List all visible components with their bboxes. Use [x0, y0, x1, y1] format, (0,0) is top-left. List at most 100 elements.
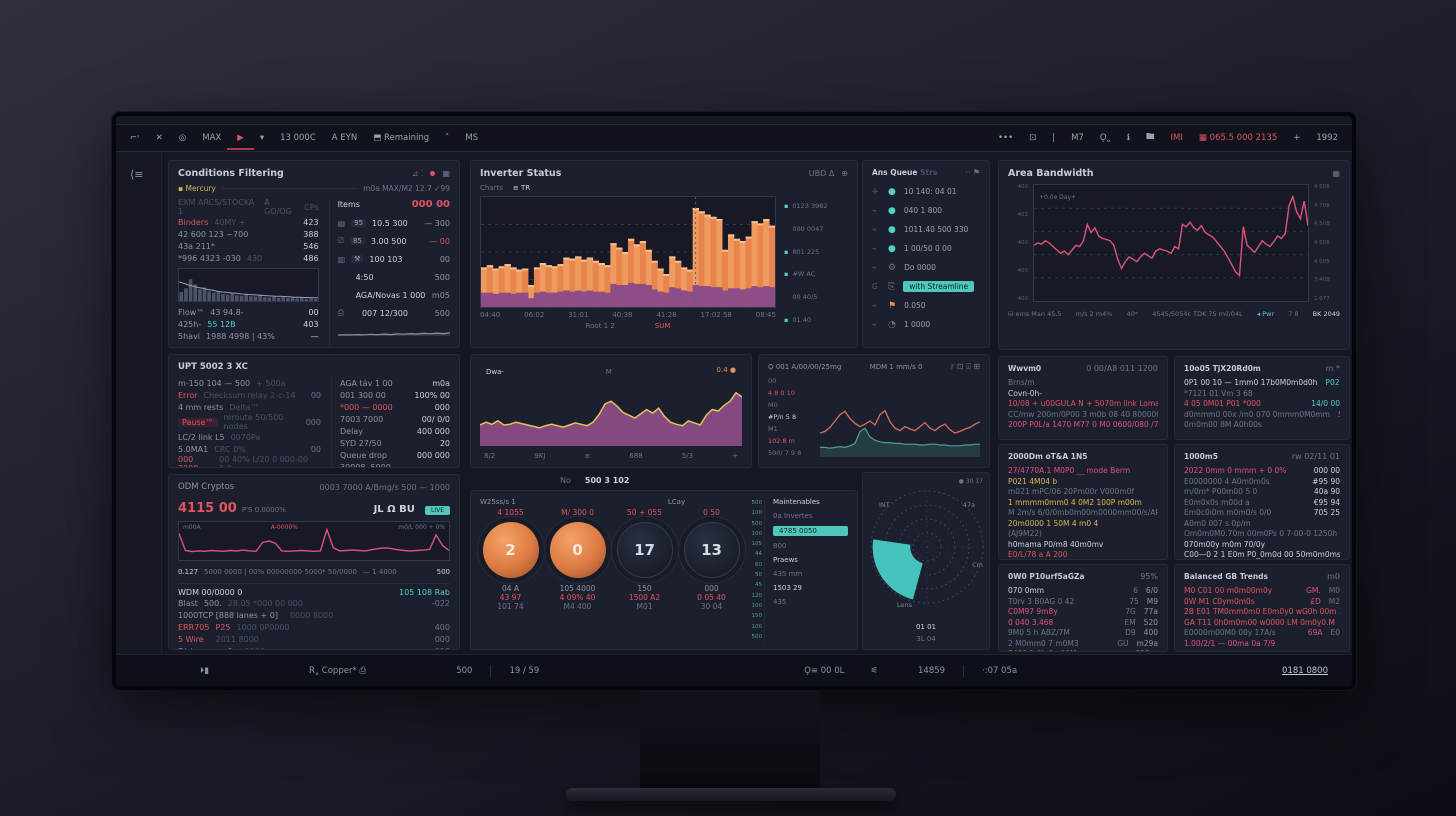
side-list-item[interactable]: 435 mm	[773, 570, 803, 578]
table-row[interactable]: 5.0MA1 CRC 0% 00	[178, 443, 321, 455]
table-row[interactable]: 5 Wire 2011 8000 000	[178, 633, 450, 645]
divider[interactable]: |	[1052, 133, 1056, 143]
alarm-label[interactable]: IMI	[1170, 133, 1183, 143]
table-row[interactable]: Error Checksum relay 2-c-14 00	[178, 389, 321, 401]
table-row[interactable]: *996 4323 -030 430 486	[178, 252, 319, 264]
mode-label[interactable]: A EYN	[331, 133, 358, 143]
reading-label[interactable]: 13 000C	[280, 133, 316, 143]
build-label[interactable]: 1992	[1316, 133, 1338, 143]
side-list-item[interactable]: 1503 29	[773, 584, 802, 592]
calendar-icon[interactable]: ▦	[1332, 169, 1340, 178]
table-row[interactable]: Binders 40MY + 423	[178, 216, 319, 228]
gauge-dial[interactable]: 2	[482, 522, 539, 578]
expand-icon[interactable]: ⊕	[841, 169, 848, 178]
footer-item[interactable]: m/s 2 m4%	[1075, 310, 1113, 318]
list-item[interactable]: ⎙ 007 12/300 500	[338, 304, 450, 322]
dropdown-icon[interactable]: ▾	[259, 133, 265, 143]
table-row[interactable]: Pause™ reroute 50/500 nodes 000	[178, 413, 321, 431]
info-icon[interactable]: ℹ	[1126, 133, 1131, 143]
collapse-sidebar-icon[interactable]: ⟨≡	[130, 168, 144, 181]
close-icon[interactable]: ✕	[155, 133, 163, 143]
dual-corner-icons[interactable]: r ⊡ ⍗ ⊞	[950, 362, 980, 371]
footer-item[interactable]: BK 2049	[1312, 310, 1340, 318]
gauge-dial[interactable]: 13	[683, 522, 740, 578]
tab-charts[interactable]: Charts	[480, 184, 503, 192]
side-list-item[interactable]: 0a Invertes	[773, 512, 813, 520]
gauge-dial[interactable]: 17	[616, 522, 673, 578]
list-item[interactable]: ⌁ ● 1 00/50 0 00	[872, 239, 980, 258]
list-item[interactable]: ✛ ● 10 140: 04 01	[872, 182, 980, 201]
play-icon[interactable]: ▶	[227, 133, 253, 150]
list-item[interactable]: ⌁ ⚑ 0.050	[872, 296, 980, 315]
queue-indicator[interactable]: Ǫ≡ 00 0L	[804, 665, 845, 676]
list-item[interactable]: ⎚ 85 3.00 500 — 00	[338, 232, 450, 250]
side-list-item[interactable]: 435	[773, 598, 787, 606]
record-icon[interactable]: ◎	[178, 133, 187, 143]
resize-icon[interactable]: ⊿ ⁚	[411, 169, 424, 178]
table-row[interactable]: AGA táv 1 00 m0a	[340, 377, 450, 389]
table-row[interactable]: 4 mm rests Delta™	[178, 401, 321, 413]
run-indicator[interactable]: ⏵▮	[200, 665, 209, 676]
clock-label[interactable]: 0181 0800	[1282, 665, 1328, 676]
table-row[interactable]: 43a 211* 546	[178, 240, 319, 252]
table-row[interactable]: 1000TCP [888 lanes + 0] 0000 8000	[178, 609, 450, 621]
side-list-item[interactable]: Maintenables	[773, 498, 820, 506]
side-list-item[interactable]: 800	[773, 542, 787, 550]
table-row[interactable]: Flow™ 43 94.8- 00	[178, 306, 319, 318]
session-label[interactable]: R˳ Copper* ⎙	[308, 665, 367, 676]
gauge-card[interactable]: 50 + 055 17 150 1500 A2 M01	[614, 508, 675, 611]
footer-item[interactable]: ◂ Pwr	[1256, 310, 1275, 318]
list-item[interactable]: AGA/Novas 1 000 m05	[338, 286, 450, 304]
folder-icon[interactable]: 🖿	[1146, 132, 1155, 142]
ms-label[interactable]: MS	[465, 133, 479, 143]
table-row[interactable]: 42 600 123 ~700 388	[178, 228, 319, 240]
table-row[interactable]: *000 — 0000 000	[340, 401, 450, 413]
list-item[interactable]: G ⎘ with Streamline	[872, 277, 980, 296]
gauge-dial[interactable]: 0	[549, 522, 606, 578]
table-row[interactable]: Queue drop 000 000	[340, 449, 450, 461]
table-row[interactable]: m-150 104 — 500 + 500a	[178, 377, 321, 389]
table-row[interactable]: SYD 27/50 20	[340, 437, 450, 449]
window-icon[interactable]: ⌐˒	[130, 133, 140, 143]
table-row[interactable]: 7003 7000 00/ 0/0	[340, 413, 450, 425]
grid-icon[interactable]: ⊡	[1029, 133, 1037, 143]
subtable-tabs[interactable]: 105 108 Rab	[399, 588, 450, 597]
gauge-card[interactable]: 0 50 13 000 0 05 40 30 04	[681, 508, 742, 611]
bell-icon[interactable]: Ǫ˳	[1099, 133, 1111, 143]
footer-item[interactable]: 40*	[1126, 310, 1139, 318]
table-row[interactable]: 425h- 55 12B 403	[178, 318, 319, 330]
alert-counter[interactable]: ▦ 065.5 000 2135	[1198, 133, 1278, 143]
table-row[interactable]: 001 300 00 100% 00	[340, 389, 450, 401]
footer-item[interactable]: 7 8	[1288, 310, 1299, 318]
table-row[interactable]: LC/2 link L5 0070Pa	[178, 431, 321, 443]
grid-icon[interactable]: ▦	[442, 169, 450, 178]
table-row[interactable]: Blast 500. 28.05 *000 00 000 -022	[178, 597, 450, 609]
chevron-right-icon[interactable]: ˃	[445, 133, 450, 143]
gauge-card[interactable]: M/ 300 0 0 105 4000 4 09% 40 M4 400	[547, 508, 608, 611]
add-icon[interactable]: +	[1293, 133, 1301, 143]
tab-mercury[interactable]: ▪ Mercury	[178, 184, 216, 193]
tab-tr[interactable]: ≡ TR	[512, 184, 531, 192]
queue-corner-icons[interactable]: ·· ⚑	[965, 168, 980, 177]
remaining-label[interactable]: ⬒ Remaining	[373, 133, 430, 143]
list-item[interactable]: ⌁ ● 1011.40 500 330	[872, 220, 980, 239]
table-row[interactable]: Distances m0 2000 000	[178, 645, 450, 650]
table-row[interactable]: 000 2000 00 40% L/20 0 000-00 1 0	[178, 455, 321, 467]
link-icon[interactable]: ⚟	[870, 665, 879, 676]
table-row[interactable]: 5havi 1988 4998 | 43% —	[178, 330, 319, 342]
list-item[interactable]: ⌁ ⚙ Do 0000	[872, 258, 980, 277]
table-row[interactable]: Delay 400 000	[340, 425, 450, 437]
list-item[interactable]: ⌁ ◔ 1 0000	[872, 315, 980, 334]
side-list-item[interactable]: Praews	[773, 556, 798, 564]
footer-item[interactable]: ⛁ ems Man 45.5	[1008, 310, 1062, 318]
list-item[interactable]: ▥ ⚒ 100 103 00	[338, 250, 450, 268]
list-item[interactable]: ⌁ ● 040 1 800	[872, 201, 980, 220]
side-list-item[interactable]: 4785 0050	[773, 526, 848, 536]
list-item[interactable]: ▤ 95 10.5 300 — 300	[338, 214, 450, 232]
footer-item[interactable]: 4545/5054c TDK 75 mil/04L	[1152, 310, 1243, 318]
table-row[interactable]: ERR705 P25 1000 0P0000 400	[178, 621, 450, 633]
more-icon[interactable]: •••	[998, 133, 1014, 143]
list-item[interactable]: 4:50 500	[338, 268, 450, 286]
table-row[interactable]: 30008, 5000	[340, 461, 450, 468]
max-label[interactable]: MAX	[202, 133, 222, 143]
